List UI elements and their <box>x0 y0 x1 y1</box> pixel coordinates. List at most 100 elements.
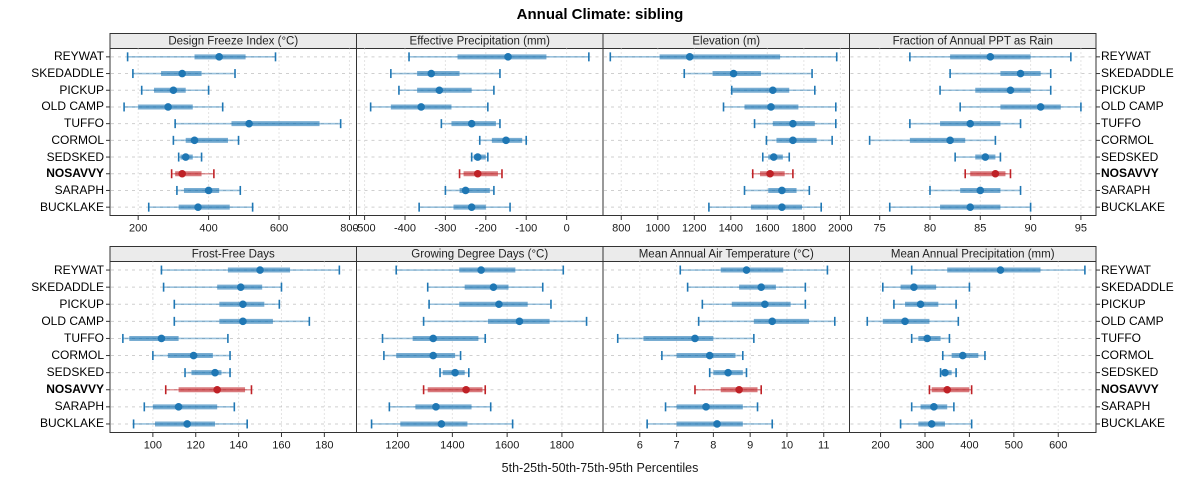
median-dot <box>178 169 186 178</box>
median-dot <box>991 169 1000 178</box>
interval-pickup <box>893 299 957 309</box>
interval-bucklake <box>370 419 514 429</box>
median-dot <box>245 119 253 128</box>
median-dot <box>174 403 183 411</box>
median-dot <box>996 266 1005 274</box>
panel-plot-area <box>602 48 850 216</box>
interval-cormol <box>868 135 997 145</box>
site-label-right-old-camp: OLD CAMP <box>1101 99 1164 114</box>
median-dot <box>256 266 264 274</box>
interval-tuffo <box>910 333 951 343</box>
median-dot <box>778 203 786 211</box>
median-dot <box>916 300 925 309</box>
interval-pickup <box>428 299 552 309</box>
site-label-right-cormol: CORMOL <box>1101 348 1154 363</box>
median-dot <box>1036 103 1045 111</box>
x-axis-tick-label: 400 <box>199 223 217 235</box>
x-axis-tick-label: 800 <box>612 223 630 235</box>
interval-sedsked <box>939 368 957 378</box>
site-label-left-nosavvy: NOSAVVY <box>46 166 104 181</box>
x-axis-tick-label: 1200 <box>682 223 706 235</box>
site-label-right-bucklake: BUCKLAKE <box>1101 199 1166 214</box>
interval-bucklake <box>899 419 973 429</box>
x-axis-tick-label: 600 <box>270 223 288 235</box>
panel-mean-annual-air-temperature-c: Mean Annual Air Temperature (°C) 6 7 8 9 10 11 <box>602 246 850 452</box>
median-dot <box>190 136 199 145</box>
interval-nosavvy <box>751 169 794 179</box>
median-dot <box>761 300 769 309</box>
interval-reywat <box>909 52 1072 62</box>
site-label-right-bucklake: BUCKLAKE <box>1101 416 1166 431</box>
interval-saraph <box>910 402 955 412</box>
median-dot <box>239 300 247 309</box>
median-dot <box>164 103 172 111</box>
x-axis-tick-label: -100 <box>515 223 537 235</box>
median-dot <box>157 334 166 343</box>
site-label-right-pickup: PICKUP <box>1101 82 1146 97</box>
interval-old-camp <box>123 102 224 112</box>
site-label-left-sedsked: SEDSKED <box>46 365 104 380</box>
x-axis-tick-label: 800 <box>340 223 358 235</box>
site-label-right-saraph: SARAPH <box>1101 182 1151 197</box>
panel-plot-area <box>849 48 1097 216</box>
x-axis-tick-label: -500 <box>354 223 376 235</box>
x-axis-tick-label: 100 <box>144 440 162 452</box>
median-dot <box>417 103 425 111</box>
median-dot <box>976 186 985 195</box>
x-axis-tick-label: 1400 <box>440 440 464 452</box>
panel-effective-precipitation-mm: Effective Precipitation (mm) -500 -400 -300… <box>354 33 604 235</box>
site-label-left-tuffo: TUFFO <box>64 116 104 131</box>
median-dot <box>941 368 949 377</box>
x-axis-tick-label: 1800 <box>550 440 574 452</box>
panel-growing-degree-days-c: Growing Degree Days (°C) 1200 1400 1600 1800 <box>356 246 604 452</box>
interval-bucklake <box>132 419 248 429</box>
interval-skedaddle <box>426 282 544 292</box>
median-dot <box>766 169 774 178</box>
site-label-left-pickup: PICKUP <box>59 296 104 311</box>
x-axis-tick-label: 85 <box>974 223 986 235</box>
median-dot <box>724 368 732 377</box>
median-dot <box>713 420 721 428</box>
interval-tuffo <box>122 333 229 343</box>
median-dot <box>966 203 975 211</box>
interval-reywat <box>395 265 565 275</box>
interval-saraph <box>743 185 811 195</box>
median-dot <box>462 385 470 394</box>
median-dot <box>183 420 191 428</box>
median-dot <box>429 334 437 343</box>
panel-strip-title: Effective Precipitation (mm) <box>410 36 551 48</box>
site-label-right-tuffo: TUFFO <box>1101 330 1141 345</box>
chart-title: Annual Climate: sibling <box>516 6 684 23</box>
panel-plot-area <box>109 261 357 433</box>
median-dot <box>789 136 797 145</box>
median-dot <box>427 69 436 78</box>
x-axis-tick-label: 120 <box>187 440 205 452</box>
site-label-left-skedaddle: SKEDADDLE <box>31 279 104 294</box>
interval-nosavvy <box>170 169 215 179</box>
site-label-left-skedaddle: SKEDADDLE <box>31 66 104 81</box>
median-dot <box>986 53 995 61</box>
site-label-left-sedsked: SEDSKED <box>46 149 104 164</box>
median-dot <box>901 317 909 326</box>
panel-strip-title: Mean Annual Precipitation (mm) <box>891 249 1055 261</box>
x-axis-tick-label: 95 <box>1075 223 1087 235</box>
median-dot <box>504 53 512 61</box>
site-label-left-pickup: PICKUP <box>59 82 104 97</box>
median-dot <box>769 153 778 161</box>
median-dot <box>729 69 738 78</box>
site-label-right-saraph: SARAPH <box>1101 399 1151 414</box>
interval-reywat <box>126 52 277 62</box>
x-axis-tick-label: 1400 <box>719 223 743 235</box>
x-axis-tick-label: 200 <box>129 223 147 235</box>
x-axis-tick-label: -400 <box>394 223 416 235</box>
site-label-left-cormol: CORMOL <box>51 348 104 363</box>
x-axis-tick-label: 90 <box>1024 223 1036 235</box>
interval-reywat <box>679 265 829 275</box>
median-dot <box>768 317 777 326</box>
median-dot <box>769 86 777 95</box>
panel-strip-title: Design Freeze Index (°C) <box>168 36 298 48</box>
site-label-right-skedaddle: SKEDADDLE <box>1101 66 1174 81</box>
panel-plot-area <box>356 48 604 216</box>
interval-skedaddle <box>686 282 807 292</box>
median-dot <box>236 283 245 291</box>
